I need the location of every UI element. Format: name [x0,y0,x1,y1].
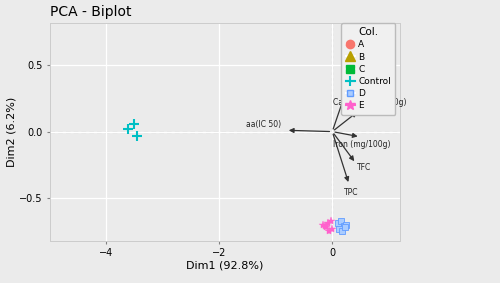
Text: TPC: TPC [344,188,358,197]
Y-axis label: Dim2 (6.2%): Dim2 (6.2%) [6,97,16,167]
Text: Iron (mg/100g): Iron (mg/100g) [334,140,391,149]
Text: TFC: TFC [357,163,372,172]
Text: Calcium (mg/100g): Calcium (mg/100g) [334,98,407,107]
Legend: A, B, C, Control, D, E: A, B, C, Control, D, E [341,23,396,115]
X-axis label: Dim1 (92.8%): Dim1 (92.8%) [186,261,264,271]
Text: aa(IC 50): aa(IC 50) [246,121,282,129]
Text: tannin: tannin [347,34,372,43]
Text: PCA - Biplot: PCA - Biplot [50,5,132,19]
